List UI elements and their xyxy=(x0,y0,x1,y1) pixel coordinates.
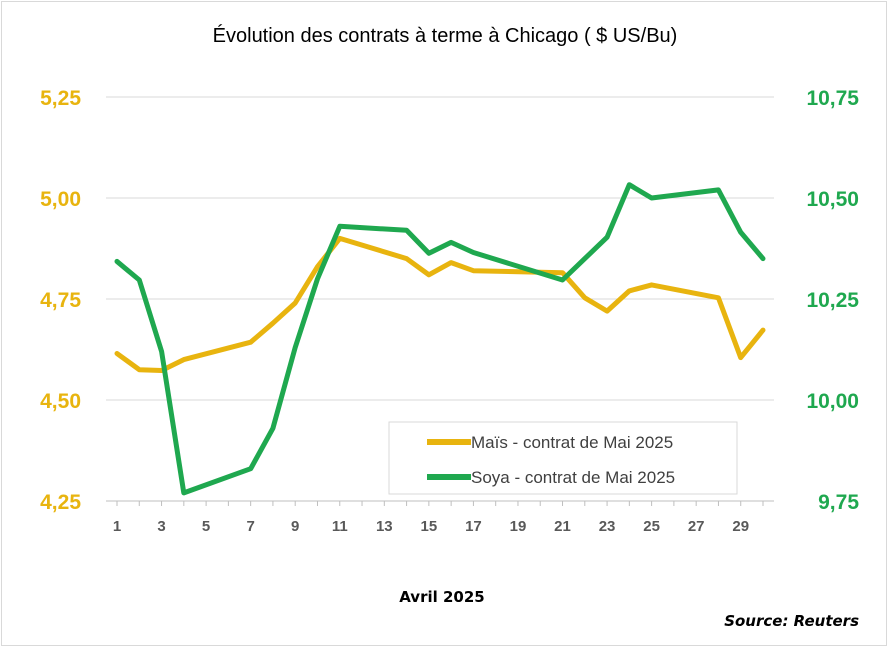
legend-box xyxy=(388,421,738,495)
y-axis-left: 5,25 5,00 4,75 4,50 4,25 xyxy=(40,87,81,514)
x-axis-label: Avril 2025 xyxy=(399,588,485,606)
x-tick-label: 11 xyxy=(332,518,348,535)
x-tick-label: 17 xyxy=(465,518,482,535)
x-tick-label: 13 xyxy=(376,518,393,535)
x-tick-label: 19 xyxy=(510,518,527,535)
y-left-tick-label: 5,00 xyxy=(40,188,81,211)
y-left-tick-label: 4,75 xyxy=(40,289,81,312)
x-tick-label: 15 xyxy=(421,518,438,535)
x-tick-label: 5 xyxy=(202,518,210,535)
x-tick-label: 21 xyxy=(554,518,571,535)
y-right-tick-label: 10,50 xyxy=(806,188,859,211)
series-line-mais xyxy=(114,235,766,373)
legend-label-mais: Maïs - contrat de Mai 2025 xyxy=(471,433,673,452)
x-tick-label: 3 xyxy=(157,518,165,535)
chart-title: Évolution des contrats à terme à Chicago… xyxy=(213,24,678,47)
x-axis xyxy=(106,500,774,506)
legend: Maïs - contrat de Mai 2025 Soya - contra… xyxy=(388,421,738,495)
x-tick-label: 29 xyxy=(732,518,749,535)
x-tick-label: 7 xyxy=(246,518,254,535)
y-right-tick-label: 10,75 xyxy=(806,87,859,110)
x-tick-label: 27 xyxy=(688,518,705,535)
y-right-tick-label: 10,00 xyxy=(806,390,859,413)
x-tick-label: 1 xyxy=(113,518,121,535)
series-line-soya xyxy=(114,182,766,496)
x-axis-ticks: 1 3 5 7 9 11 13 15 17 19 21 23 25 27 29 xyxy=(113,518,749,535)
source-note: Source: Reuters xyxy=(724,612,859,630)
y-right-tick-label: 9,75 xyxy=(818,491,859,514)
y-left-tick-label: 4,25 xyxy=(40,491,81,514)
series-lines xyxy=(114,182,766,496)
y-left-tick-label: 4,50 xyxy=(40,390,81,413)
x-tick-label: 25 xyxy=(643,518,660,535)
x-tick-label: 23 xyxy=(599,518,616,535)
y-right-tick-label: 10,25 xyxy=(806,289,859,312)
x-tick-label: 9 xyxy=(291,518,299,535)
y-axis-right: 10,75 10,50 10,25 10,00 9,75 xyxy=(806,87,859,514)
legend-label-soya: Soya - contrat de Mai 2025 xyxy=(471,468,675,487)
y-left-tick-label: 5,25 xyxy=(40,87,81,110)
